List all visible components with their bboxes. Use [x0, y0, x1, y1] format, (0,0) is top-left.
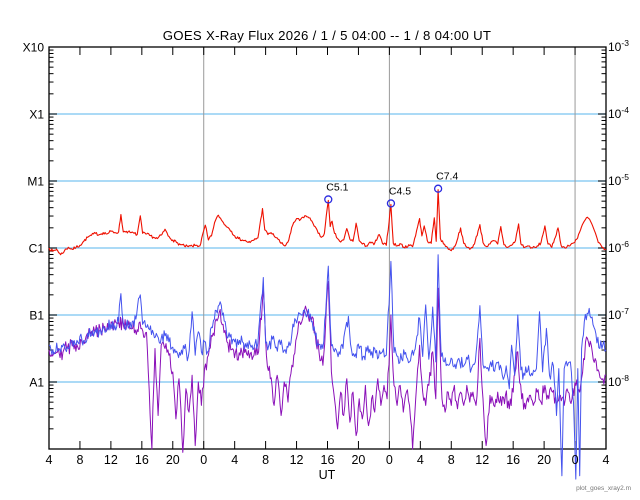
flare-peak-marker	[386, 199, 396, 208]
x-tick-label: 4	[417, 453, 424, 467]
flare-label: C7.4	[436, 171, 458, 183]
flare-peak-marker	[433, 184, 443, 193]
y-left-label: X10	[23, 41, 45, 55]
blue-flux-line	[48, 254, 607, 480]
y-right-label: 10-7	[608, 306, 629, 322]
x-tick-label: 12	[475, 453, 489, 467]
red-flux-line	[48, 189, 607, 256]
x-tick-label: 4	[603, 453, 610, 467]
x-tick-label: 4	[231, 453, 238, 467]
y-right-label: 10-5	[608, 172, 629, 188]
x-tick-label: 20	[166, 453, 180, 467]
flare-annotations: C5.1 C4.5 C7.4	[324, 171, 458, 208]
x-tick-label: 20	[537, 453, 551, 467]
y-right-label: 10-8	[608, 373, 629, 389]
y-left-label: A1	[29, 376, 44, 390]
x-tick-label: 0	[572, 453, 579, 467]
axes-frame-and-ticks	[48, 46, 607, 450]
y-left-label: C1	[29, 242, 45, 256]
x-tick-label: 12	[104, 453, 118, 467]
x-tick-label: 8	[448, 453, 455, 467]
y-axis-left-labels: X10 X1 M1 C1 B1 A1	[23, 41, 45, 390]
flare-label: C5.1	[326, 181, 348, 193]
x-tick-label: 16	[321, 453, 335, 467]
x-axis-title: UT	[319, 468, 336, 482]
x-tick-label: 0	[200, 453, 207, 467]
x-tick-label: 16	[506, 453, 520, 467]
y-left-label: X1	[29, 108, 44, 122]
y-axis-right-labels: 10-3 10-4 10-5 10-6 10-7 10-8	[608, 38, 629, 389]
chart-title: GOES X-Ray Flux 2026 / 1 / 5 04:00 -- 1 …	[163, 28, 492, 43]
gridlines	[49, 113, 606, 383]
x-tick-label: 20	[351, 453, 365, 467]
y-right-label: 10-6	[608, 239, 629, 255]
y-right-label: 10-4	[608, 105, 629, 121]
x-tick-label: 12	[290, 453, 304, 467]
y-right-label: 10-3	[608, 38, 629, 54]
x-axis-tick-labels: 4 8 12 16 20 0 4 8 12 16 20 0 4 8 12 16 20 0 4	[46, 453, 610, 467]
flux-series-lines	[48, 189, 607, 480]
watermark: plot_goes_xray2.m	[576, 485, 631, 492]
x-tick-label: 0	[386, 453, 393, 467]
x-tick-label: 8	[262, 453, 269, 467]
y-left-label: B1	[29, 309, 44, 323]
x-tick-label: 4	[46, 453, 53, 467]
y-left-label: M1	[27, 175, 44, 189]
purple-flux-line	[48, 281, 607, 453]
x-tick-label: 8	[76, 453, 83, 467]
flare-label: C4.5	[389, 185, 411, 197]
x-tick-label: 16	[135, 453, 149, 467]
flare-peak-marker	[324, 195, 333, 204]
